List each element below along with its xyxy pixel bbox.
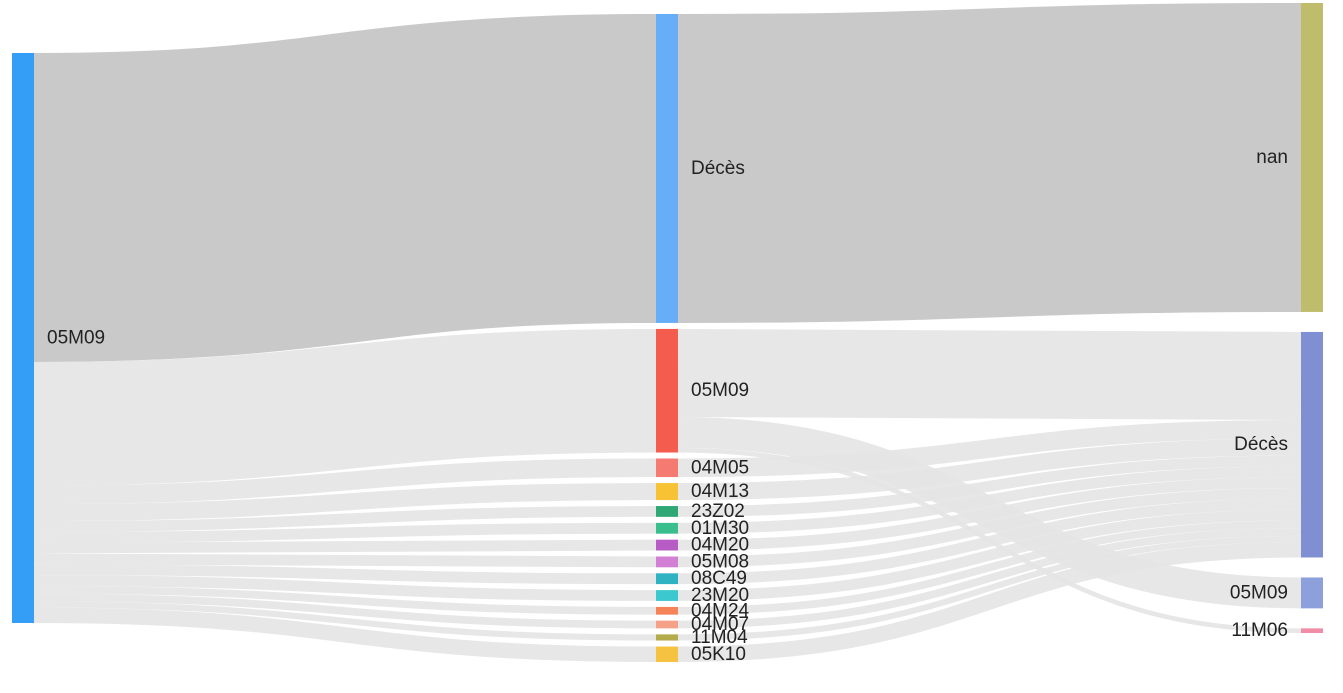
sankey-node-label-m_04M07: 04M07 — [691, 614, 749, 635]
sankey-node-m_23M20 — [656, 590, 678, 601]
sankey-node-label-m_08C49: 08C49 — [691, 568, 747, 589]
sankey-node-m_11M04 — [656, 634, 678, 641]
sankey-node-label-m_04M13: 04M13 — [691, 481, 749, 502]
sankey-link-04m07-to-dcs — [677, 528, 1302, 629]
sankey-node-m_04M20 — [656, 539, 678, 551]
sankey-link-08c49-to-dcs — [677, 498, 1302, 585]
sankey-node-label-r_05M09: 05M09 — [1230, 582, 1288, 603]
sankey-node-m_04M24 — [656, 606, 678, 615]
sankey-node-m_04M07 — [656, 620, 678, 629]
sankey-link-04m24-to-dcs — [677, 520, 1302, 615]
sankey-node-m_04M13 — [656, 483, 678, 501]
sankey-link-05m09-to-23z02 — [33, 506, 657, 532]
sankey-link-05m09-to-05m08 — [33, 553, 657, 568]
sankey-node-label-r_deces: Décès — [1234, 434, 1288, 455]
sankey-node-r_11M06 — [1301, 628, 1323, 633]
sankey-link-05m08-to-dcs — [677, 487, 1302, 568]
sankey-node-m_08C49 — [656, 573, 678, 585]
sankey-link-04m13-to-dcs — [677, 438, 1302, 501]
sankey-nodes — [12, 3, 1323, 662]
sankey-node-m_05K10 — [656, 646, 678, 662]
sankey-link-05m09-to-23m20 — [33, 575, 657, 601]
sankey-node-r_deces — [1301, 331, 1323, 558]
sankey-node-r_nan — [1301, 3, 1323, 312]
sankey-link-05m09-to-05m09 — [33, 328, 657, 486]
sankey-link-05k10-to-dcs — [677, 542, 1302, 662]
sankey-link-05m09-to-11m04 — [33, 601, 657, 641]
sankey-node-label-m_04M24: 04M24 — [691, 600, 750, 621]
sankey-node-m_05M09 — [656, 328, 678, 453]
sankey-node-m_deces — [656, 14, 678, 323]
sankey-link-23z02-to-dcs — [677, 455, 1302, 517]
sankey-link-05m09-to-05k10 — [33, 607, 657, 662]
sankey-node-label-m_05K10: 05K10 — [691, 644, 746, 665]
sankey-node-label-m_05M09: 05M09 — [691, 380, 749, 401]
sankey-link-05m09-to-04m24 — [33, 585, 657, 615]
sankey-link-05m09-to-01m30 — [33, 522, 657, 543]
sankey-node-m_23Z02 — [656, 506, 678, 517]
sankey-node-m_05M08 — [656, 556, 678, 568]
sankey-link-05m09-to-04m13 — [33, 483, 657, 522]
sankey-link-01m30-to-dcs — [677, 466, 1302, 534]
sankey-link-05m09-to-dcs — [677, 328, 1302, 420]
sankey-node-label-m_05M08: 05M08 — [691, 551, 749, 572]
sankey-node-label-m_01M30: 01M30 — [691, 518, 749, 539]
sankey-link-04m05-to-dcs — [677, 419, 1302, 478]
sankey-node-src — [12, 53, 34, 623]
sankey-node-label-m_04M20: 04M20 — [691, 535, 749, 556]
sankey-node-label-m_deces: Décès — [691, 158, 745, 179]
sankey-node-label-r_11M06: 11M06 — [1231, 620, 1288, 641]
sankey-node-label-src: 05M09 — [47, 328, 105, 349]
sankey-link-05m09-to-04m20 — [33, 539, 657, 554]
sankey-node-m_04M05 — [656, 458, 678, 478]
sankey-link-05m09-to-dcs — [33, 14, 657, 362]
sankey-links — [33, 3, 1302, 662]
sankey-link-23m20-to-dcs — [677, 509, 1302, 601]
sankey-link-05m09-to-04m07 — [33, 593, 657, 629]
sankey-link-05m09-to-08c49 — [33, 564, 657, 585]
sankey-node-m_01M30 — [656, 522, 678, 534]
sankey-node-label-m_23M20: 23M20 — [691, 585, 749, 606]
sankey-node-label-m_23Z02: 23Z02 — [691, 501, 745, 522]
sankey-node-r_05M09 — [1301, 577, 1323, 609]
sankey-link-11m04-to-dcs — [677, 535, 1302, 641]
sankey-node-label-m_04M05: 04M05 — [691, 457, 749, 478]
sankey-link-05m09-to-04m05 — [33, 458, 657, 505]
sankey-link-04m20-to-dcs — [677, 477, 1302, 551]
sankey-link-dcs-to-nan — [677, 3, 1302, 323]
sankey-labels: 05M09 Décès 05M09 04M05 04M1323Z0201M3004M20… — [47, 147, 1288, 665]
sankey-node-label-m_11M04: 11M04 — [691, 627, 748, 648]
sankey-node-label-r_nan: nan — [1256, 147, 1288, 168]
